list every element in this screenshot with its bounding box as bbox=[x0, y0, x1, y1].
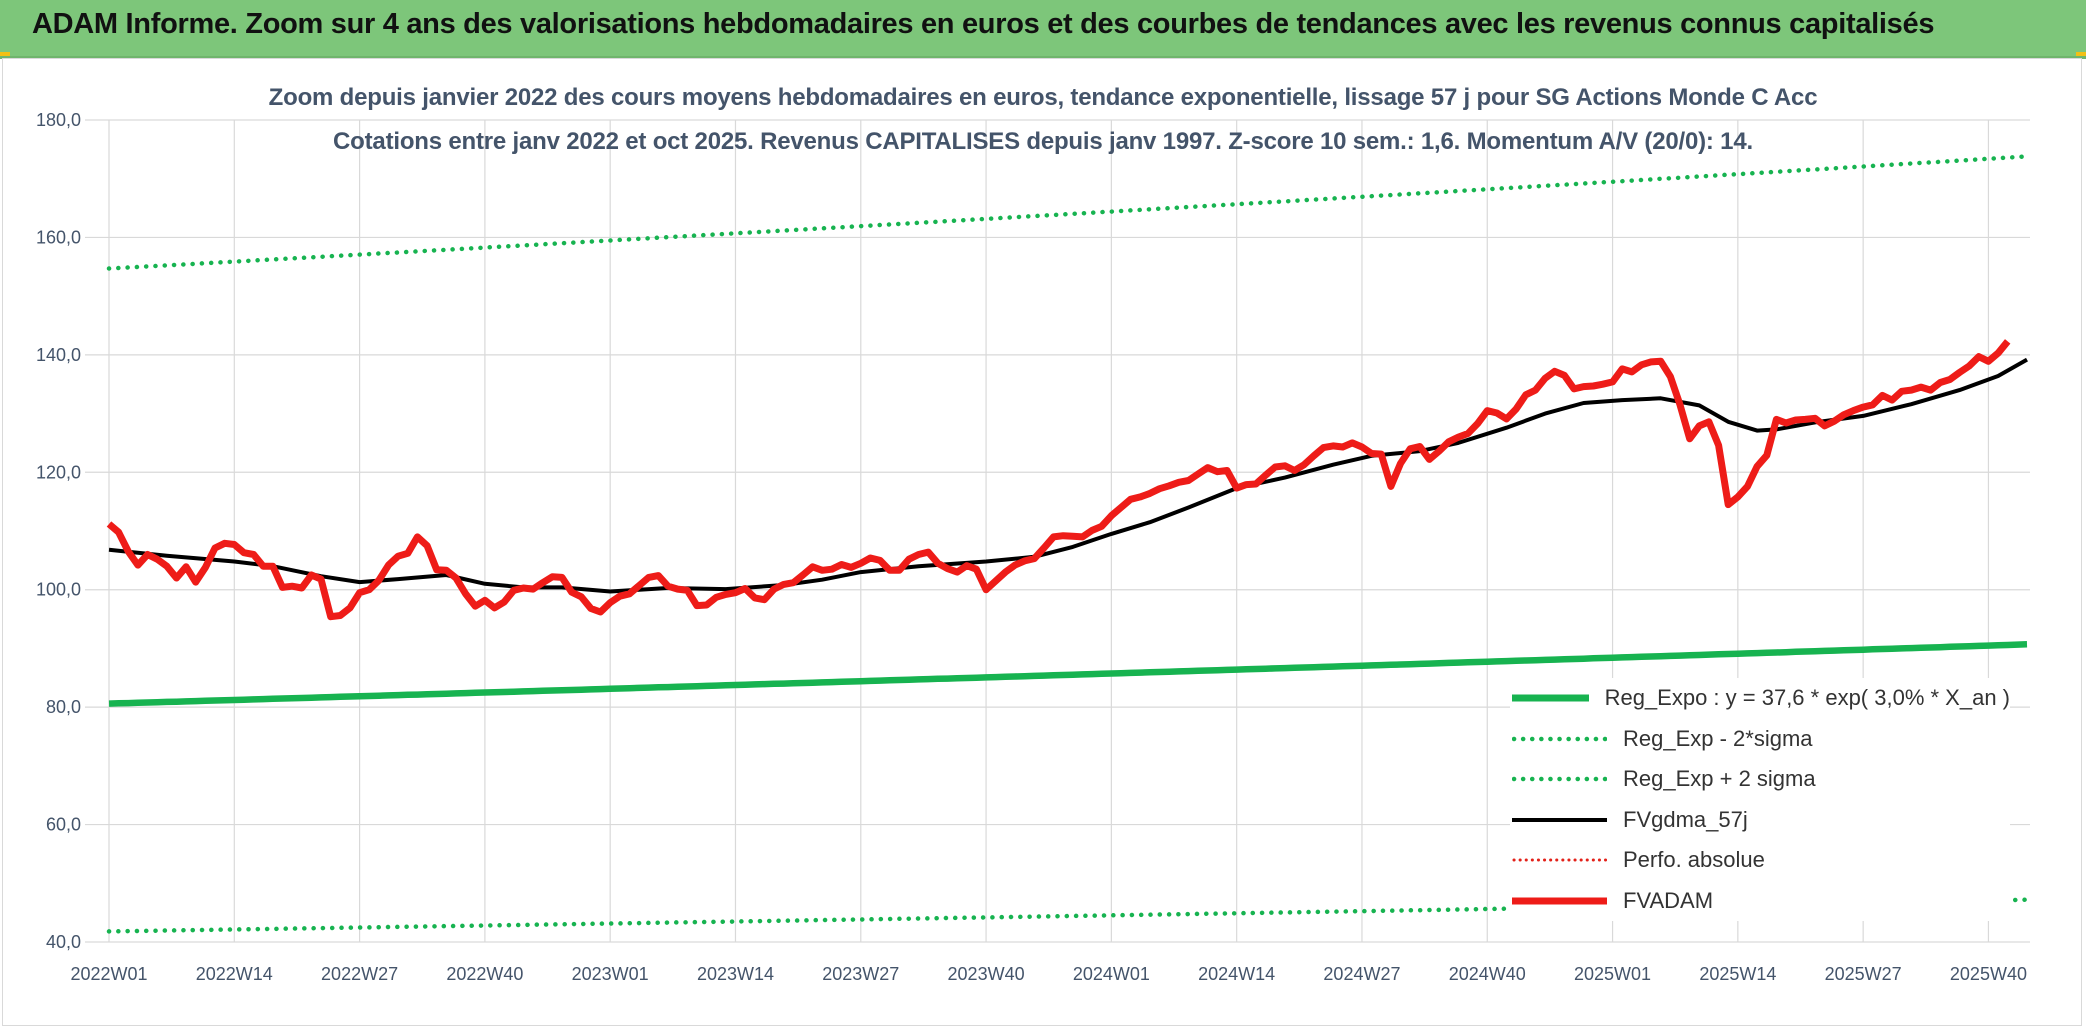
x-tick-label: 2023W14 bbox=[697, 964, 774, 984]
legend-swatch-reg-exp-plus bbox=[1512, 777, 1607, 782]
legend-label-perfo-absolue: Perfo. absolue bbox=[1623, 847, 1765, 873]
legend-swatch-reg-expo bbox=[1512, 694, 1589, 702]
legend-label-reg-expo: Reg_Expo : y = 37,6 * exp( 3,0% * X_an ) bbox=[1604, 685, 2010, 711]
header-corner-right bbox=[2076, 52, 2086, 56]
legend-label-fvgdma: FVgdma_57j bbox=[1623, 806, 1748, 832]
x-tick-label: 2024W01 bbox=[1073, 964, 1150, 984]
chart-frame bbox=[2, 58, 2082, 1026]
y-tick-label: 180,0 bbox=[36, 110, 81, 130]
x-tick-label: 2025W27 bbox=[1825, 964, 1902, 984]
chart-subtitle: Cotations entre janv 2022 et oct 2025. R… bbox=[333, 128, 1753, 155]
y-tick-label: 100,0 bbox=[36, 580, 81, 600]
chart-title: Zoom depuis janvier 2022 des cours moyen… bbox=[268, 84, 1818, 111]
x-tick-label: 2022W27 bbox=[321, 964, 398, 984]
x-tick-label: 2024W14 bbox=[1198, 964, 1275, 984]
x-tick-label: 2024W40 bbox=[1449, 964, 1526, 984]
y-tick-label: 80,0 bbox=[46, 697, 81, 717]
x-tick-label: 2022W14 bbox=[196, 964, 273, 984]
legend-item-fvadam: FVADAM bbox=[1510, 881, 2010, 922]
x-tick-label: 2025W40 bbox=[1950, 964, 2027, 984]
legend-label-reg-exp-plus: Reg_Exp + 2 sigma bbox=[1623, 766, 1816, 792]
legend-item-reg-exp-plus: Reg_Exp + 2 sigma bbox=[1510, 759, 2010, 800]
y-tick-label: 120,0 bbox=[36, 462, 81, 482]
x-tick-label: 2022W01 bbox=[70, 964, 147, 984]
legend-item-reg-exp-minus: Reg_Exp - 2*sigma bbox=[1510, 719, 2010, 760]
page-title: ADAM Informe. Zoom sur 4 ans des valoris… bbox=[32, 8, 1935, 40]
x-tick-label: 2023W27 bbox=[822, 964, 899, 984]
legend-label-fvadam: FVADAM bbox=[1623, 887, 1714, 913]
x-axis-ticks: 2022W01 2022W14 2022W27 2022W40 2023W01 2023W… bbox=[70, 964, 2027, 984]
header-bar: ADAM Informe. Zoom sur 4 ans des valoris… bbox=[0, 0, 2086, 59]
legend-swatch-reg-exp-minus bbox=[1512, 736, 1607, 741]
y-tick-label: 60,0 bbox=[46, 815, 81, 835]
x-tick-label: 2025W14 bbox=[1699, 964, 1776, 984]
header-corner-left bbox=[0, 52, 10, 56]
x-tick-label: 2025W01 bbox=[1574, 964, 1651, 984]
x-tick-label: 2022W40 bbox=[446, 964, 523, 984]
legend-item-fvgdma: FVgdma_57j bbox=[1510, 800, 2010, 841]
y-tick-label: 160,0 bbox=[36, 227, 81, 247]
y-tick-label: 140,0 bbox=[36, 345, 81, 365]
series-fvadam bbox=[106, 339, 2011, 621]
legend-label-reg-exp-minus: Reg_Exp - 2*sigma bbox=[1623, 725, 1813, 751]
x-tick-label: 2024W27 bbox=[1323, 964, 1400, 984]
x-tick-label: 2023W01 bbox=[572, 964, 649, 984]
y-axis-ticks: 40,0 60,0 80,0 100,0 120,0 140,0 160,0 180,0 bbox=[36, 110, 81, 952]
legend-item-reg-expo: Reg_Expo : y = 37,6 * exp( 3,0% * X_an ) bbox=[1510, 678, 2010, 719]
x-tick-label: 2023W40 bbox=[948, 964, 1025, 984]
chart-legend: Reg_Expo : y = 37,6 * exp( 3,0% * X_an )… bbox=[1510, 678, 2010, 921]
series-reg-exp-plus-2sigma bbox=[106, 154, 2030, 271]
legend-item-perfo-absolue: Perfo. absolue bbox=[1510, 840, 2010, 881]
legend-swatch-perfo-absolue bbox=[1512, 858, 1607, 862]
series-reg-expo bbox=[108, 641, 2028, 707]
legend-swatch-fvadam bbox=[1512, 897, 1607, 905]
y-tick-label: 40,0 bbox=[46, 932, 81, 952]
legend-swatch-fvgdma bbox=[1512, 817, 1607, 822]
